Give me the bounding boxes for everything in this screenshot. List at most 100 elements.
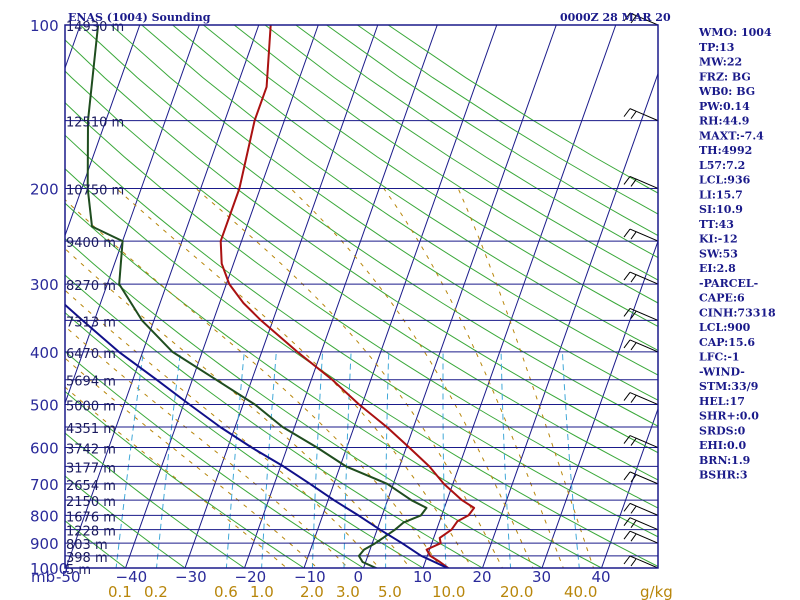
- dewpoint-line: [86, 25, 428, 568]
- dry-adiabat: [141, 25, 658, 376]
- index-line: CAP:15.6: [699, 336, 755, 349]
- mixing-ratio-line: [115, 351, 144, 568]
- moist-adiabat: [457, 188, 595, 568]
- height-label: 3742 m: [66, 443, 116, 458]
- wind-barb: [623, 108, 659, 122]
- temperature-tick-label: 30: [532, 568, 551, 586]
- wind-barb: [623, 530, 659, 544]
- height-label: 5000 m: [66, 400, 116, 415]
- index-line: LCL:936: [699, 174, 751, 187]
- mixing-ratio-label: 0.6: [214, 583, 238, 600]
- index-line: CINH:73318: [699, 306, 776, 319]
- index-line: LI:15.7: [699, 188, 743, 201]
- index-line: TT:43: [699, 218, 734, 231]
- pressure-tick-label: 600: [30, 440, 59, 458]
- index-line: MAXT:-7.4: [699, 129, 764, 142]
- wind-barb: [623, 435, 659, 448]
- moist-adiabat: [290, 188, 534, 568]
- index-line: BRN:1.9: [699, 454, 750, 467]
- isotherm: [541, 239, 658, 568]
- height-label: 803 m: [66, 538, 108, 553]
- pressure-tick-label: 800: [30, 507, 59, 525]
- index-line: -WIND-: [699, 365, 745, 378]
- height-label: 7313 m: [66, 315, 116, 330]
- index-line: SI:10.9: [699, 203, 743, 216]
- moist-adiabat: [65, 325, 349, 568]
- temperature-tick-label: 40: [592, 568, 611, 586]
- index-line: MW:22: [699, 56, 742, 69]
- pressure-unit-label: mb: [31, 568, 55, 586]
- wind-barb: [623, 339, 659, 353]
- dry-adiabat: [65, 274, 484, 568]
- isotherm: [65, 25, 141, 238]
- parcel-line: [65, 303, 450, 568]
- isotherm: [243, 25, 438, 568]
- wind-barb: [623, 228, 659, 242]
- temperature-tick-label: −30: [175, 568, 207, 586]
- mixing-ratio-line: [155, 351, 181, 568]
- pressure-tick-label: 100: [30, 17, 59, 35]
- dry-adiabat: [65, 101, 658, 509]
- pressure-tick-label: 200: [30, 180, 59, 198]
- index-line: EHI:0.0: [699, 439, 746, 452]
- wind-barb: [623, 175, 659, 189]
- mixing-ratio-label: 0.2: [144, 583, 168, 600]
- mixing-ratio-label: 3.0: [336, 583, 360, 600]
- dry-adiabat: [65, 475, 186, 568]
- isotherm: [422, 25, 617, 568]
- mixing-ratio-label: 1.0: [250, 583, 274, 600]
- wind-barb: [623, 392, 659, 406]
- height-label: 5 m: [66, 563, 91, 578]
- temperature-line: [219, 25, 476, 568]
- isotherm: [481, 72, 658, 568]
- isotherm: [65, 25, 200, 405]
- dry-adiabat: [65, 39, 658, 454]
- height-label: 3177 m: [66, 461, 116, 476]
- index-line: LFC:-1: [699, 351, 740, 364]
- index-line: RH:44.9: [699, 115, 749, 128]
- moist-adiabat: [65, 357, 319, 568]
- index-line: L57:7.2: [699, 159, 745, 172]
- index-line: FRZ: BG: [699, 70, 751, 83]
- dry-adiabat: [203, 25, 658, 327]
- dry-adiabat: [264, 25, 658, 281]
- temperature-tick-label: -50: [56, 568, 81, 586]
- dry-adiabat: [172, 25, 658, 352]
- moist-adiabat: [383, 188, 564, 568]
- wind-barb: [623, 307, 659, 321]
- height-label: 8270 m: [66, 279, 116, 294]
- plot-frame: [64, 24, 659, 569]
- dry-adiabat: [65, 350, 365, 568]
- dry-adiabat: [65, 432, 246, 568]
- isotherm: [124, 25, 319, 568]
- dry-adiabat: [295, 25, 658, 259]
- mixing-ratio-label: 2.0: [300, 583, 324, 600]
- height-label: 398 m: [66, 551, 108, 566]
- wind-barb: [623, 12, 659, 26]
- wind-barbs: [623, 12, 659, 569]
- index-line: WB0: BG: [698, 85, 755, 98]
- index-line: SW:53: [699, 247, 738, 260]
- moist-adiabat: [195, 188, 503, 568]
- index-line: WMO: 1004: [698, 26, 772, 39]
- mixing-ratio-line: [261, 351, 277, 568]
- data-series: [65, 25, 476, 568]
- pressure-tick-label: 1000: [30, 560, 68, 578]
- height-label: 1676 m: [66, 510, 116, 525]
- mixing-unit-label: g/kg: [640, 583, 673, 600]
- chart-title: ENAS (1004) Sounding: [68, 11, 211, 24]
- mixing-ratio-label: 40.0: [564, 583, 597, 600]
- height-label: 6470 m: [66, 347, 116, 362]
- dry-adiabat: [65, 202, 603, 568]
- isotherm: [65, 25, 260, 568]
- height-label: 9400 m: [66, 236, 116, 251]
- height-label: 12510 m: [66, 116, 124, 131]
- dry-adiabat: [65, 70, 658, 481]
- isotherm: [0, 25, 21, 580]
- index-line: KI:-12: [699, 233, 738, 246]
- height-label: 4351 m: [66, 422, 116, 437]
- index-line: SHR+:0.0: [699, 410, 759, 423]
- dry-adiabat: [65, 520, 127, 568]
